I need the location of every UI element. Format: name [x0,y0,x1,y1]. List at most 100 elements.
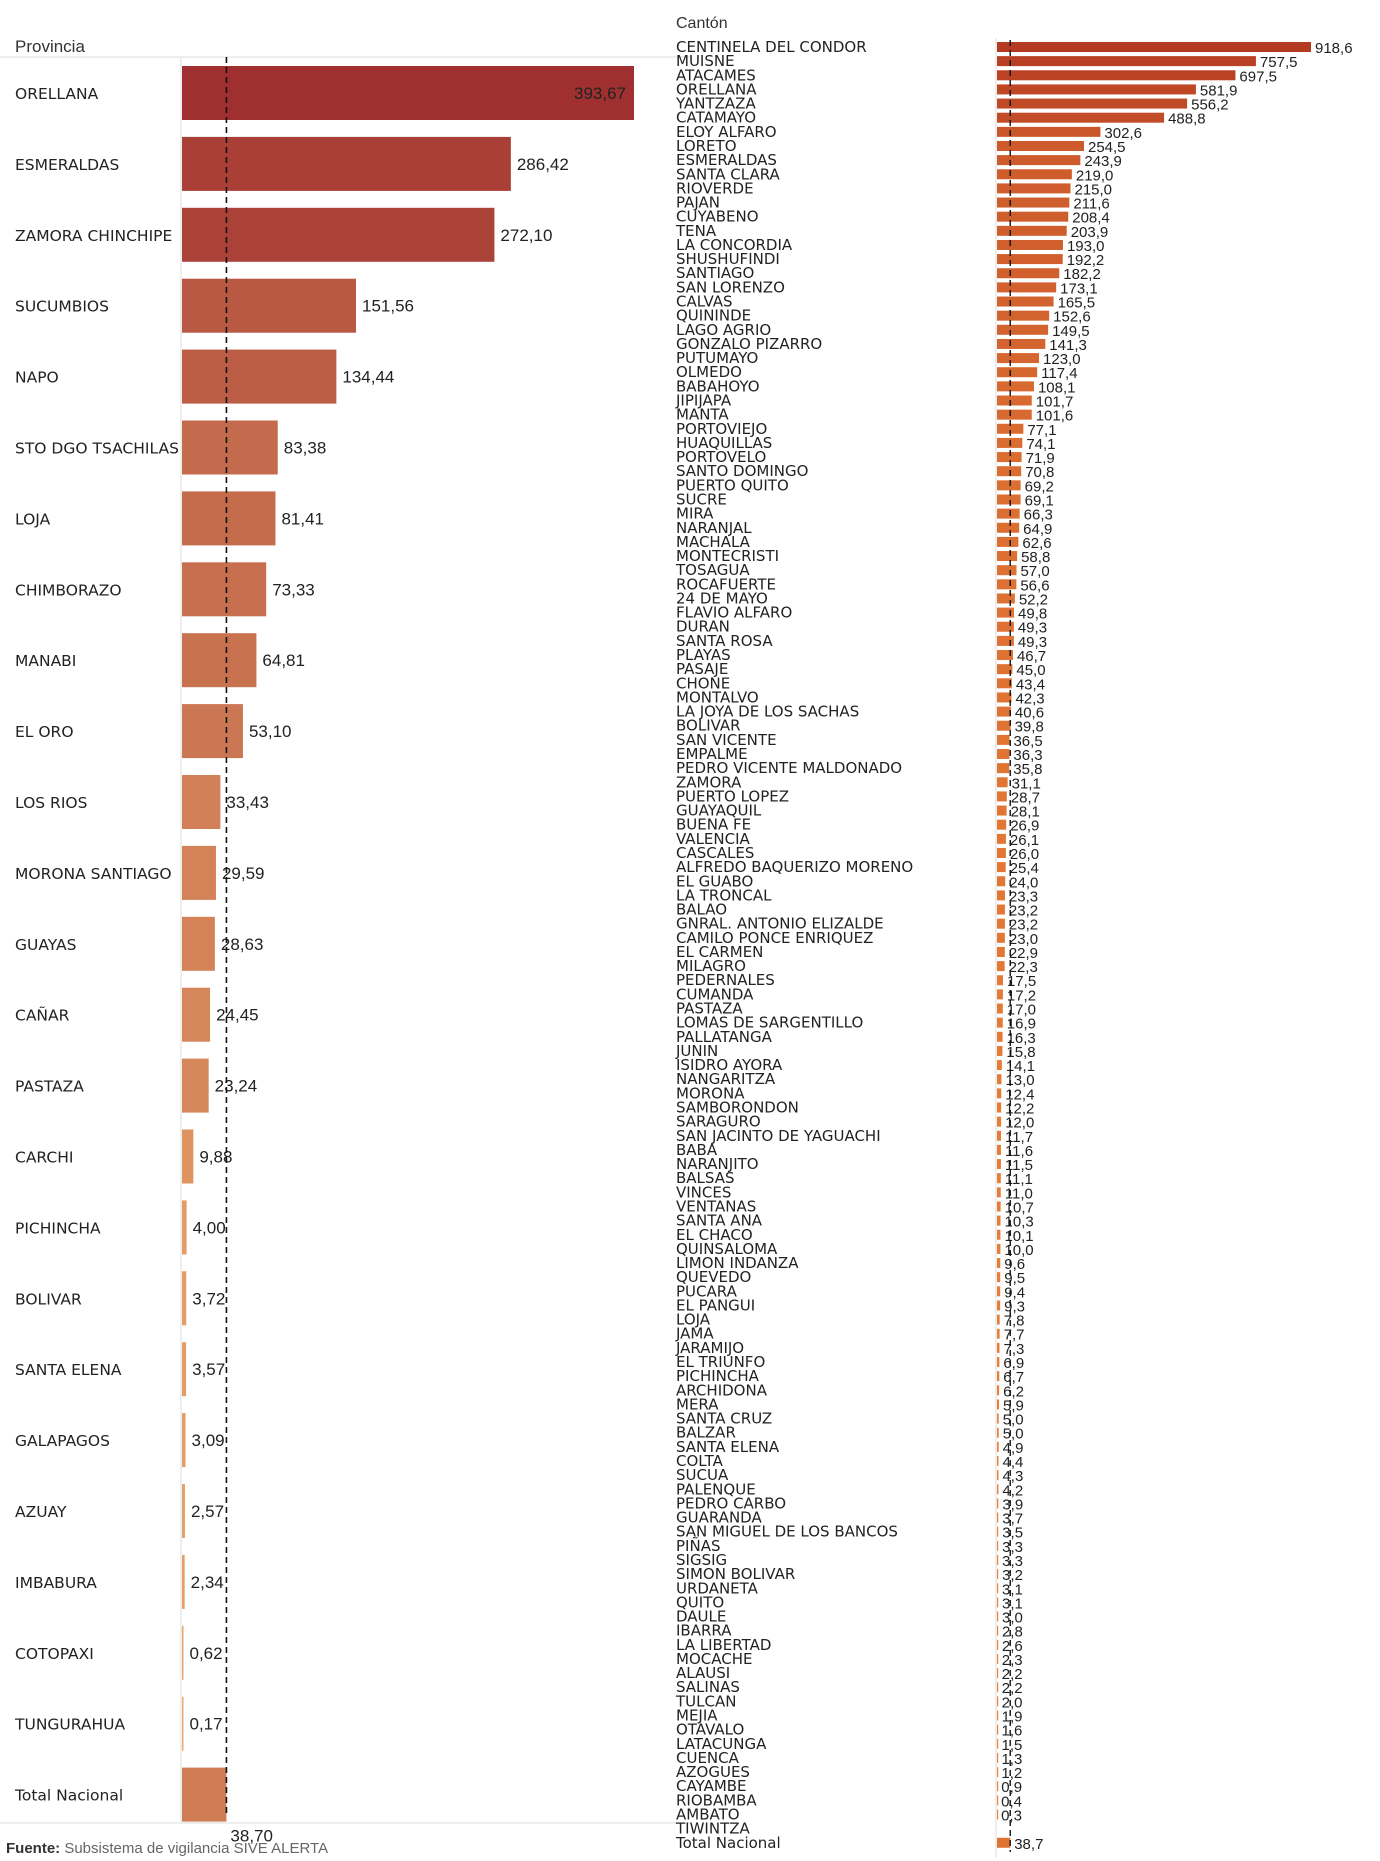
canton-label: LA CONCORDIA [676,236,793,254]
canton-bar [997,635,1014,646]
canton-label: ISIDRO AYORA [676,1056,783,1074]
canton-value-label: 17,5 [1007,973,1036,990]
canton-value-label: 62,6 [1022,535,1051,552]
canton-value-label: 7,7 [1004,1327,1025,1344]
canton-bar [997,1554,999,1565]
province-label: CARCHI [15,1149,73,1167]
province-value-label: 4,00 [193,1218,226,1237]
canton-label: GUARANDA [676,1509,762,1527]
canton-label: AZOGUES [676,1763,750,1781]
canton-label: SANTA ELENA [676,1438,780,1456]
canton-label: JARAMIJO [675,1339,744,1357]
canton-label: URDANETA [676,1579,759,1597]
canton-value-label: 58,8 [1021,549,1050,566]
canton-value-label: 31,1 [1012,775,1041,792]
canton-label: SANTA ANA [676,1212,763,1230]
canton-label: PLAYAS [676,646,731,664]
canton-label: LA LIBERTAD [676,1636,771,1654]
canton-label: CUMANDA [676,985,754,1003]
canton-value-label: 5,9 [1003,1397,1024,1414]
canton-value-label: 12,0 [1005,1115,1034,1132]
canton-label: SANTO DOMINGO [676,462,808,480]
canton-value-label: 11,6 [1005,1143,1033,1160]
canton-value-label: 36,3 [1013,747,1042,764]
canton-bar [997,112,1165,123]
canton-value-label: 1,3 [1001,1751,1022,1768]
canton-value-label: 1,5 [1002,1737,1023,1754]
canton-bar [997,225,1067,236]
canton-label: PAJAN [676,194,720,212]
canton-value-label: 49,8 [1018,606,1047,623]
province-value-label: 0,17 [190,1715,223,1734]
canton-value-label: 4,3 [1002,1468,1023,1485]
canton-bar [997,805,1007,816]
canton-label: JUNIN [675,1042,718,1060]
canton-value-label: 10,3 [1005,1214,1034,1231]
canton-bar [997,1470,999,1481]
canton-label: EL CARMEN [676,943,763,961]
canton-value-label: 193,0 [1067,238,1105,255]
canton-bar [997,409,1032,420]
canton-bar [997,522,1020,533]
canton-label: PASAJE [676,660,728,678]
canton-bar [997,1286,1001,1297]
canton-bar [997,1809,999,1820]
canton-label: BALZAR [676,1424,736,1442]
canton-value-label: 39,8 [1015,719,1044,736]
province-bar [182,1058,209,1113]
canton-bar [997,324,1049,335]
canton-value-label: 10,0 [1004,1242,1033,1259]
canton-bar [997,140,1084,151]
canton-value-label: 123,0 [1043,351,1081,368]
canton-label: PUERTO LOPEZ [676,787,789,805]
canton-label: BALAO [676,901,727,919]
canton-value-label: 64,9 [1023,521,1052,538]
canton-label: PUTUMAYO [676,349,758,367]
province-bar [182,1625,184,1680]
province-label: LOS RIOS [15,794,87,812]
canton-label: LAGO AGRIO [676,321,771,339]
province-value-label: 0,62 [190,1644,223,1663]
canton-label: MILAGRO [676,957,746,975]
canton-label: SAN VICENTE [676,731,777,749]
canton-bar [997,1371,1000,1382]
province-bar [182,845,216,900]
canton-value-label: 46,7 [1017,648,1046,665]
canton-value-label: 0,3 [1001,1808,1022,1825]
province-value-label: 29,59 [222,864,265,883]
canton-value-label: 28,7 [1011,789,1040,806]
canton-value-label: 23,2 [1009,903,1038,920]
canton-label: PEDRO VICENTE MALDONADO [676,759,902,777]
canton-bar [997,890,1005,901]
canton-bar [997,876,1006,887]
canton-label: ELOY ALFARO [676,123,777,141]
canton-value-label: 101,6 [1036,408,1074,425]
canton-label: 24 DE MAYO [676,589,768,607]
canton-label: TULCAN [675,1692,736,1710]
canton-value-label: 0,9 [1001,1779,1022,1796]
canton-label: QUITO [676,1593,724,1611]
canton-value-label: 77,1 [1027,422,1056,439]
canton-label: NARANJITO [676,1155,759,1173]
province-label: MANABI [15,652,76,670]
province-bar [182,1413,186,1468]
province-label: EL ORO [15,723,74,741]
canton-bar [997,621,1014,632]
canton-bar [997,607,1015,618]
province-bar [182,1554,185,1609]
canton-bar [997,1144,1001,1155]
province-value-label: 3,09 [192,1431,225,1450]
canton-bar [997,932,1005,943]
canton-label: DURAN [676,618,730,636]
province-label: IMBABURA [15,1574,97,1592]
province-bar [182,1271,187,1326]
canton-bar [997,1130,1001,1141]
canton-value-label: 26,9 [1010,818,1039,835]
canton-bar [997,353,1040,364]
canton-value-label: 3,1 [1002,1581,1023,1598]
canton-bar [997,1569,999,1580]
canton-label: PUCARA [676,1282,738,1300]
canton-value-label: 302,6 [1104,125,1142,142]
canton-bar [997,1682,999,1693]
canton-label: COLTA [676,1452,724,1470]
